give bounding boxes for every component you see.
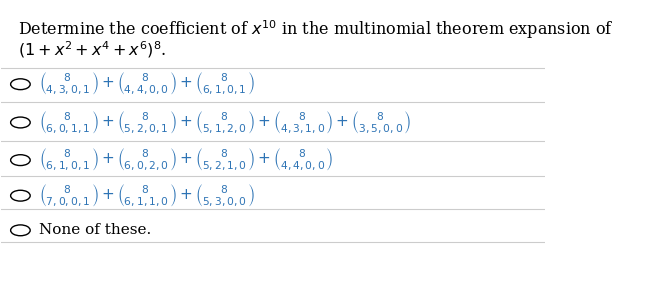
Text: $\binom{8}{7,0,0,1} + \binom{8}{6,1,1,0} + \binom{8}{5,3,0,0}$: $\binom{8}{7,0,0,1} + \binom{8}{6,1,1,0}… — [39, 183, 256, 209]
Text: $\binom{8}{4,3,0,1} + \binom{8}{4,4,0,0} + \binom{8}{6,1,0,1}$: $\binom{8}{4,3,0,1} + \binom{8}{4,4,0,0}… — [39, 71, 256, 97]
Text: $\binom{8}{6,0,1,1} + \binom{8}{5,2,0,1} + \binom{8}{5,1,2,0} + \binom{8}{4,3,1,: $\binom{8}{6,0,1,1} + \binom{8}{5,2,0,1}… — [39, 109, 412, 136]
Text: None of these.: None of these. — [39, 223, 152, 237]
Text: $\binom{8}{6,1,0,1} + \binom{8}{6,0,2,0} + \binom{8}{5,2,1,0} + \binom{8}{4,4,0,: $\binom{8}{6,1,0,1} + \binom{8}{6,0,2,0}… — [39, 147, 334, 173]
Text: Determine the coefficient of $x^{10}$ in the multinomial theorem expansion of: Determine the coefficient of $x^{10}$ in… — [18, 18, 614, 41]
Text: $(1 + x^2 + x^4 + x^6)^8$.: $(1 + x^2 + x^4 + x^6)^8$. — [18, 39, 166, 60]
